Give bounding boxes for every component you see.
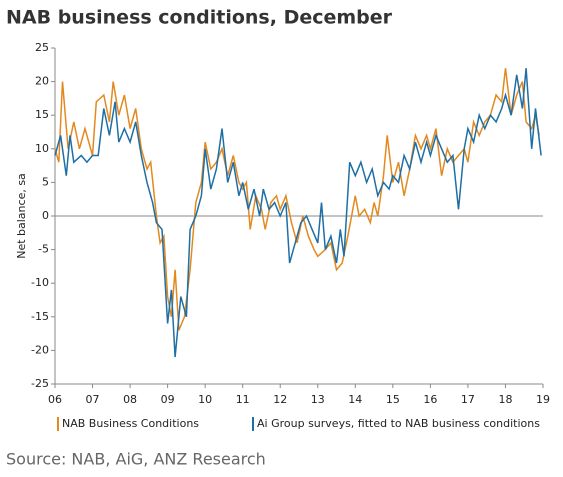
series-line bbox=[54, 68, 542, 358]
y-tick-label: -25 bbox=[31, 377, 49, 390]
source: Source: NAB, AiG, ANZ Research bbox=[6, 450, 266, 469]
y-tick-label: 0 bbox=[42, 209, 49, 222]
legend-label: Ai Group surveys, fitted to NAB business… bbox=[257, 417, 540, 430]
y-tick-label: -15 bbox=[31, 310, 49, 323]
x-tick-label: 16 bbox=[423, 393, 437, 406]
x-tick-label: 06 bbox=[48, 393, 62, 406]
y-tick-label: -5 bbox=[38, 243, 49, 256]
x-tick-label: 17 bbox=[461, 393, 475, 406]
chart-title: NAB business conditions, December bbox=[6, 7, 393, 29]
x-tick-label: 13 bbox=[311, 393, 325, 406]
x-tick-label: 18 bbox=[498, 393, 512, 406]
y-tick-label: 5 bbox=[42, 175, 49, 188]
x-tick-label: 11 bbox=[236, 393, 250, 406]
y-tick-label: 15 bbox=[35, 108, 49, 121]
x-tick-label: 12 bbox=[273, 393, 287, 406]
x-tick-label: 15 bbox=[386, 393, 400, 406]
y-tick-label: 20 bbox=[35, 75, 49, 88]
y-tick-label: 10 bbox=[35, 142, 49, 155]
x-tick-label: 19 bbox=[536, 393, 550, 406]
y-tick-label: 25 bbox=[35, 41, 49, 54]
y-tick-label: -10 bbox=[31, 276, 49, 289]
y-tick-label: -20 bbox=[31, 343, 49, 356]
x-tick-label: 14 bbox=[348, 393, 362, 406]
y-axis-label: Net balance, sa bbox=[15, 173, 28, 259]
x-tick-label: 09 bbox=[161, 393, 175, 406]
x-tick-label: 10 bbox=[198, 393, 212, 406]
x-tick-label: 08 bbox=[123, 393, 137, 406]
x-tick-label: 07 bbox=[86, 393, 100, 406]
series-line bbox=[54, 68, 540, 331]
legend-label: NAB Business Conditions bbox=[62, 417, 199, 430]
